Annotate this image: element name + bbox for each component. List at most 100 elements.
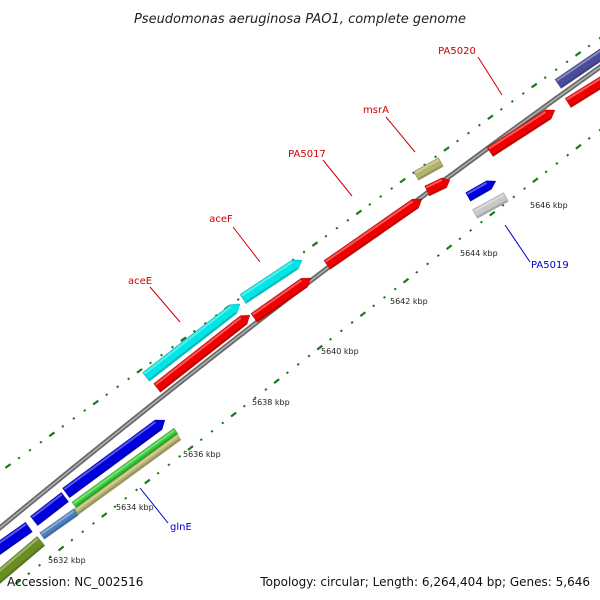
outer-tick: [499, 107, 503, 111]
gene-label-PA5019[interactable]: PA5019: [531, 260, 569, 271]
outer-tick: [61, 424, 65, 428]
cds-blue-left[interactable]: [0, 521, 33, 557]
outer-tick: [477, 123, 481, 127]
outer-tick: [48, 431, 56, 438]
leader-PA5019: [504, 224, 531, 263]
outer-tick: [83, 409, 87, 412]
tick-label-5636: 5636 kbp: [183, 450, 221, 459]
inner-tick: [566, 153, 570, 157]
outer-tick: [72, 416, 76, 420]
inner-tick: [38, 563, 42, 567]
inner-tick: [221, 421, 225, 425]
leader-aceF: [232, 226, 261, 263]
accession-text: Accession: NC_002516: [7, 575, 143, 589]
inner-tick: [575, 143, 582, 150]
map-title: Pseudomonas aeruginosa PAO1, complete ge…: [134, 12, 466, 27]
gene-features: [0, 47, 600, 585]
tick-label-5642: 5642 kbp: [390, 297, 428, 306]
cds-blue-mid[interactable]: [29, 491, 70, 527]
gene-label-msrA[interactable]: msrA: [363, 105, 389, 116]
tick-label-5638: 5638 kbp: [252, 398, 290, 407]
gene-label-leaders: [139, 56, 531, 524]
inner-tick: [307, 354, 311, 358]
gene-label-aceF[interactable]: aceF: [209, 214, 233, 225]
leader-aceE: [149, 286, 181, 323]
inner-tick: [113, 505, 117, 509]
outer-tick: [4, 463, 12, 469]
cds-blue-long[interactable]: [62, 415, 168, 499]
inner-tick: [230, 411, 237, 418]
cds-aceE-red[interactable]: [153, 311, 254, 393]
outer-tick: [302, 250, 306, 254]
inner-tick: [501, 203, 505, 207]
cds-msrA[interactable]: [424, 175, 453, 197]
inner-tick: [101, 512, 108, 518]
outer-tick: [487, 114, 494, 121]
inner-tick: [339, 329, 343, 333]
cds-green[interactable]: [71, 427, 179, 509]
outer-tick: [105, 393, 109, 397]
inner-tick: [91, 521, 95, 525]
outer-tick: [510, 99, 514, 103]
cds-blue-small[interactable]: [465, 177, 499, 202]
inner-tick: [372, 304, 376, 308]
outer-tick: [192, 329, 196, 333]
outer-tick: [214, 313, 218, 317]
inner-tick: [14, 579, 22, 585]
inner-tick: [393, 287, 397, 291]
gene-label-PA5017[interactable]: PA5017: [288, 149, 326, 160]
cds-PA5020[interactable]: [486, 105, 558, 158]
outer-tick: [170, 345, 174, 349]
inner-tick: [426, 262, 430, 266]
tick-label-5646: 5646 kbp: [530, 201, 568, 210]
genome-summary-text: Topology: circular; Length: 6,264,404 bp…: [259, 575, 590, 589]
inner-tick: [555, 162, 559, 165]
cds-msrA-upstream[interactable]: [413, 157, 444, 181]
outer-tick: [530, 82, 538, 89]
tick-label-5640: 5640 kbp: [321, 347, 359, 356]
inner-tick: [458, 237, 462, 241]
cds-aceF[interactable]: [239, 255, 305, 305]
gene-labels: aceE aceF PA5017 msrA PA5020 PA5019 glnE: [128, 46, 569, 533]
inner-tick: [415, 270, 419, 274]
outer-tick: [521, 92, 525, 95]
tick-label-5632: 5632 kbp: [48, 556, 86, 565]
cds-aceF-red[interactable]: [250, 273, 314, 323]
inner-tick: [199, 438, 203, 442]
tick-label-5644: 5644 kbp: [460, 249, 498, 258]
inner-tick: [253, 396, 257, 400]
cds-PA5019[interactable]: [472, 192, 509, 219]
gene-label-PA5020[interactable]: PA5020: [438, 46, 476, 57]
cds-PA5021[interactable]: [554, 47, 600, 89]
inner-tick: [27, 572, 31, 576]
gene-label-glnE[interactable]: glnE: [170, 522, 192, 533]
cds-steel[interactable]: [39, 508, 79, 540]
leader-PA5017: [322, 159, 353, 197]
outer-tick: [324, 234, 328, 238]
inner-tick: [264, 388, 268, 391]
gene-label-aceE[interactable]: aceE: [128, 276, 152, 287]
inner-tick: [402, 277, 410, 284]
outer-tick: [598, 36, 600, 40]
tick-label-5634: 5634 kbp: [116, 503, 154, 512]
inner-tick: [57, 545, 65, 552]
inner-tick: [544, 170, 548, 174]
inner-tick: [445, 244, 453, 251]
cds-olive[interactable]: [0, 536, 46, 585]
inner-tick: [512, 195, 516, 199]
cds-glnE[interactable]: [73, 433, 182, 516]
cds-PA5017[interactable]: [323, 194, 425, 270]
inner-tick: [81, 530, 85, 534]
outer-tick: [39, 440, 43, 444]
inner-tick: [523, 187, 527, 191]
outer-tick: [466, 131, 470, 135]
outer-tick-marks: [4, 36, 600, 469]
cds-aceE[interactable]: [142, 300, 244, 382]
leader-glnE: [139, 487, 169, 524]
outer-tick: [443, 146, 450, 152]
outer-tick: [149, 361, 152, 365]
inner-tick: [532, 177, 539, 184]
cds-right-edge[interactable]: [564, 74, 600, 109]
inner-tick: [124, 496, 128, 500]
outer-tick: [346, 218, 350, 222]
